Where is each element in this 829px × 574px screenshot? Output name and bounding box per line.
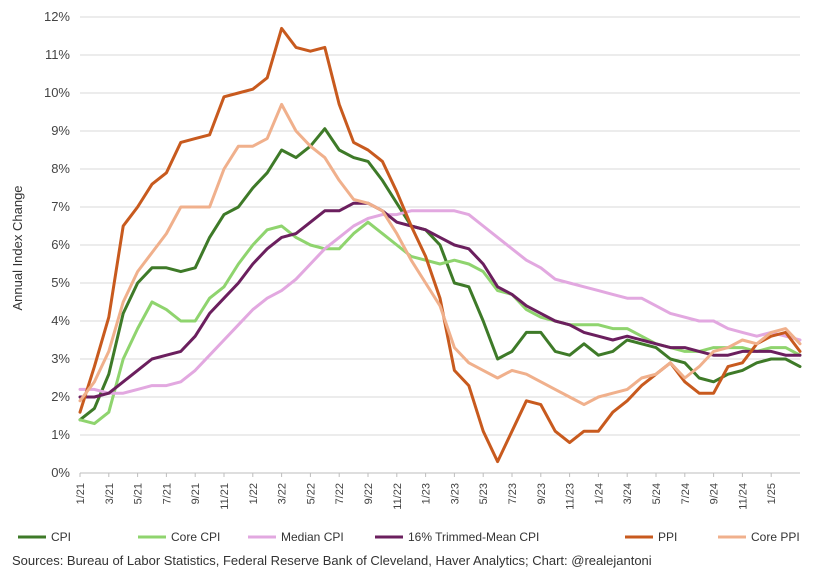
x-tick-label: 1/22	[248, 483, 260, 504]
x-tick-label: 3/21	[104, 483, 116, 504]
y-tick-label: 0%	[51, 465, 70, 480]
y-tick-label: 10%	[44, 85, 70, 100]
legend-label: 16% Trimmed-Mean CPI	[408, 530, 539, 544]
y-tick-label: 3%	[51, 351, 70, 366]
y-tick-label: 4%	[51, 313, 70, 328]
series-line-ppi	[78, 26, 802, 464]
legend-label: Median CPI	[281, 530, 344, 544]
x-tick-label: 3/22	[277, 483, 289, 504]
series-line-core-ppi	[78, 102, 802, 407]
y-tick-label: 2%	[51, 389, 70, 404]
y-tick-label: 8%	[51, 161, 70, 176]
x-tick-label: 7/23	[507, 483, 519, 504]
x-tick-label: 5/21	[133, 483, 145, 504]
y-tick-label: 9%	[51, 123, 70, 138]
series-line-median-cpi	[78, 209, 802, 395]
series-line-16-trimmed-mean-cpi	[78, 201, 802, 399]
x-tick-label: 3/23	[449, 483, 461, 504]
x-tick-label: 1/25	[766, 483, 778, 504]
y-axis-ticks: 0% 1% 2% 3% 4% 5% 6% 7% 8% 9% 10% 11% 12%	[44, 9, 70, 480]
y-tick-label: 7%	[51, 199, 70, 214]
source-note: Sources: Bureau of Labor Statistics, Fed…	[12, 553, 652, 568]
series-line-core-cpi	[78, 220, 802, 426]
x-tick-label: 11/23	[565, 483, 577, 510]
gridlines	[80, 16, 800, 474]
x-tick-label: 7/21	[161, 483, 173, 504]
legend-label: Core PPI	[751, 530, 800, 544]
x-tick-label: 1/21	[75, 483, 87, 504]
legend-label: Core CPI	[171, 530, 220, 544]
legend-label: PPI	[658, 530, 677, 544]
x-tick-label: 7/22	[334, 483, 346, 504]
x-tick-label: 7/24	[680, 483, 692, 504]
x-tick-label: 11/21	[219, 483, 231, 510]
x-tick-label: 5/24	[651, 483, 663, 504]
x-axis-ticks: 1/21 3/21 5/21 7/21 9/21 11/21 1/22 3/22 5/22 7/2…	[75, 473, 778, 510]
x-tick-label: 9/22	[363, 483, 375, 504]
x-tick-label: 5/23	[478, 483, 490, 504]
series-line-cpi	[78, 127, 802, 422]
y-tick-label: 1%	[51, 427, 70, 442]
series-lines	[78, 26, 802, 464]
legend: CPI Core CPI Median CPI 16% Trimmed-Mean CP…	[18, 530, 800, 544]
x-tick-label: 9/24	[709, 483, 721, 504]
legend-label: CPI	[51, 530, 71, 544]
x-tick-label: 11/22	[392, 483, 404, 510]
x-tick-label: 9/21	[190, 483, 202, 504]
x-tick-label: 5/22	[305, 483, 317, 504]
x-tick-label: 9/23	[536, 483, 548, 504]
x-tick-label: 1/24	[593, 483, 605, 504]
y-tick-label: 11%	[45, 47, 70, 62]
y-tick-label: 12%	[44, 9, 70, 24]
y-axis-label: Annual Index Change	[10, 185, 25, 310]
y-tick-label: 6%	[51, 237, 70, 252]
x-tick-label: 1/23	[421, 483, 433, 504]
x-tick-label: 11/24	[737, 483, 749, 510]
y-tick-label: 5%	[51, 275, 70, 290]
x-tick-label: 3/24	[622, 483, 634, 504]
